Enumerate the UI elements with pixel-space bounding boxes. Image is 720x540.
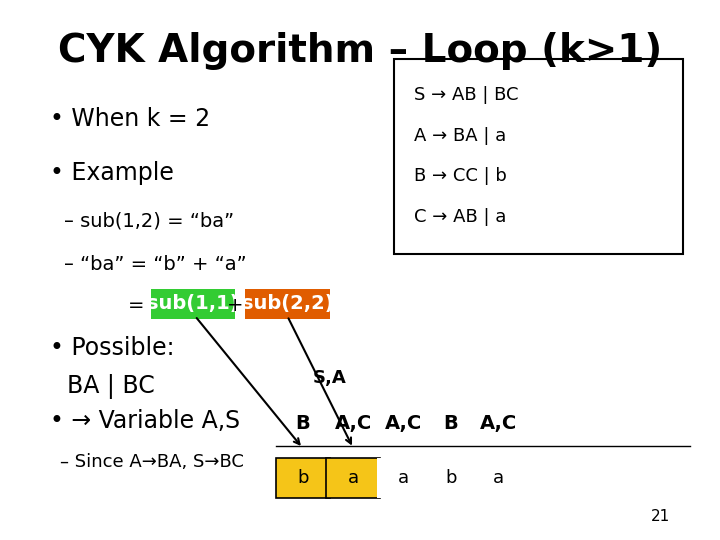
Text: CYK Algorithm – Loop (k>1): CYK Algorithm – Loop (k>1) (58, 32, 662, 70)
Text: A,C: A,C (385, 414, 423, 434)
Text: C → AB | a: C → AB | a (414, 208, 506, 226)
FancyBboxPatch shape (276, 458, 330, 498)
Text: A → BA | a: A → BA | a (414, 127, 506, 145)
Text: – Since A→BA, S→BC: – Since A→BA, S→BC (60, 453, 244, 471)
Text: S,A: S,A (312, 369, 346, 387)
Text: – sub(1,2) = “ba”: – sub(1,2) = “ba” (63, 212, 234, 231)
Text: sub(2,2): sub(2,2) (242, 294, 333, 313)
Text: sub(1,1): sub(1,1) (148, 294, 239, 313)
Text: +: + (227, 295, 243, 315)
Text: • Possible:: • Possible: (50, 336, 174, 360)
Text: A,C: A,C (335, 414, 372, 434)
FancyBboxPatch shape (151, 289, 235, 319)
Text: B → CC | b: B → CC | b (414, 167, 507, 185)
Text: =: = (127, 295, 144, 315)
Text: – “ba” = “b” + “a”: – “ba” = “b” + “a” (63, 255, 246, 274)
Text: • Example: • Example (50, 161, 174, 185)
Text: b: b (297, 469, 308, 487)
FancyBboxPatch shape (326, 458, 380, 498)
Text: B: B (444, 414, 459, 434)
Text: b: b (445, 469, 456, 487)
FancyBboxPatch shape (394, 59, 683, 254)
Text: BA | BC: BA | BC (67, 374, 155, 399)
Text: a: a (348, 469, 359, 487)
FancyBboxPatch shape (471, 458, 525, 498)
Text: A,C: A,C (480, 414, 517, 434)
Text: a: a (398, 469, 410, 487)
Text: • When k = 2: • When k = 2 (50, 107, 210, 131)
FancyBboxPatch shape (246, 289, 330, 319)
FancyBboxPatch shape (424, 458, 478, 498)
Text: • → Variable A,S: • → Variable A,S (50, 409, 240, 433)
FancyBboxPatch shape (377, 458, 431, 498)
Text: B: B (295, 414, 310, 434)
Text: S → AB | BC: S → AB | BC (414, 86, 518, 104)
Text: 21: 21 (651, 509, 670, 524)
Text: a: a (492, 469, 504, 487)
